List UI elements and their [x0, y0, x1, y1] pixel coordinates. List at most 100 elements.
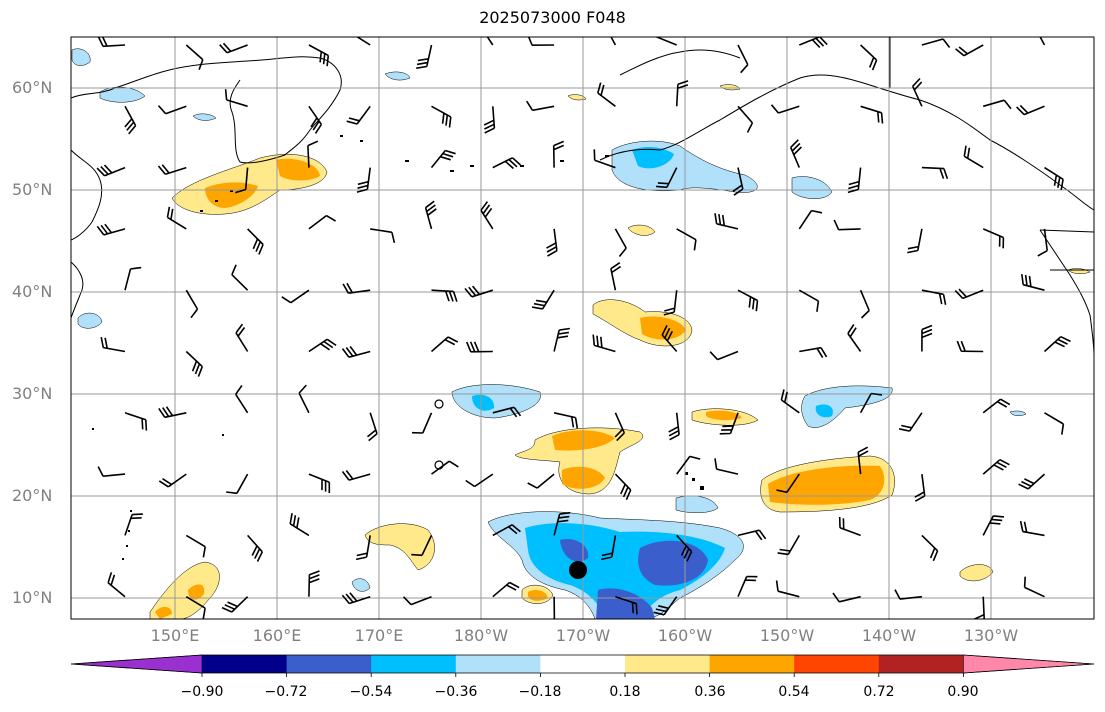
lat-label: 50°N [12, 180, 53, 199]
wind-barb [982, 515, 1005, 536]
wind-barb [832, 592, 861, 603]
colorbar-segment [455, 655, 541, 673]
wind-barb [341, 346, 371, 358]
wind-barb [1016, 104, 1045, 116]
wind-barb [281, 289, 310, 304]
wind-barb [480, 201, 494, 230]
wind-barb [614, 412, 626, 442]
wind-barb [342, 282, 371, 294]
wind-barb [235, 385, 249, 414]
wind-barb [527, 473, 555, 489]
wind-barb [798, 209, 823, 230]
wind-barb [411, 535, 433, 557]
lon-label: 150°W [759, 626, 815, 645]
wind-barb [921, 324, 933, 352]
wind-barb [308, 214, 337, 230]
wind-barb [403, 595, 432, 606]
wind-barb [963, 145, 984, 169]
wind-barb [97, 37, 126, 48]
wind-barb [492, 406, 522, 418]
wind-barb [982, 99, 1012, 110]
islands [92, 135, 704, 560]
wind-barb [107, 572, 126, 598]
wind-barb [780, 389, 800, 414]
wind-barb [833, 219, 861, 231]
map-frame [70, 36, 1095, 620]
wind-barb [737, 529, 767, 541]
wind-barb [593, 149, 616, 169]
wind-barb [860, 105, 884, 124]
coastlines [71, 37, 1094, 356]
wind-barb [552, 140, 565, 168]
wind-barb [96, 164, 126, 177]
wind-barb [676, 455, 701, 475]
wind-barb [1018, 473, 1046, 490]
lat-label: 60°N [12, 78, 53, 97]
wind-barb [859, 289, 870, 319]
wind-barb [235, 323, 249, 352]
wind-barb [158, 473, 187, 488]
wind-barbs [96, 37, 1071, 619]
lat-label: 30°N [12, 384, 53, 403]
wind-barb [907, 228, 923, 254]
lon-label: 150°E [150, 626, 200, 645]
wind-barb [592, 334, 616, 353]
lat-label: 40°N [12, 282, 53, 301]
wind-barb [185, 289, 199, 319]
wind-barb [1043, 335, 1071, 353]
wind-barb [982, 398, 1011, 414]
wind-barb [308, 473, 331, 493]
wind-barb [776, 473, 800, 494]
wind-barb [653, 596, 678, 616]
lon-label: 140°W [861, 626, 917, 645]
wind-barb [798, 289, 820, 312]
wind-barb [185, 44, 204, 70]
wind-barb [527, 37, 555, 46]
wind-barb [737, 289, 759, 312]
wind-barb [775, 580, 800, 598]
wind-barb [777, 534, 800, 556]
wind-barb [675, 80, 689, 107]
wind-barb [714, 213, 739, 230]
colorbar-segment [794, 655, 880, 673]
wind-barb [982, 228, 1005, 249]
wind-barb [185, 350, 204, 377]
wind-barb [465, 473, 494, 488]
wind-barb [231, 264, 249, 291]
wind-barb [973, 596, 985, 619]
wind-barb [157, 164, 187, 176]
wind-barb [247, 228, 264, 255]
wind-barb [431, 289, 458, 302]
wind-barb [799, 346, 828, 359]
wind-barb [464, 285, 494, 298]
wind-barb [124, 412, 148, 431]
wind-barb [610, 37, 617, 46]
wind-barb [1019, 520, 1045, 537]
wind-barb [483, 106, 496, 134]
wind-barb [921, 166, 949, 179]
wind-barb [553, 511, 571, 536]
wind-barb [157, 105, 187, 115]
wind-barb [656, 167, 678, 189]
wind-barb [235, 167, 249, 194]
wind-barb [898, 412, 923, 432]
wind-barb [921, 534, 939, 562]
wind-barb [124, 105, 137, 135]
wind-barb [366, 412, 378, 442]
wind-barb [221, 596, 249, 613]
wind-barb [954, 288, 984, 300]
wind-barb [1021, 273, 1045, 291]
wind-barb [615, 595, 638, 615]
colorbar-tick-label: −0.36 [434, 684, 478, 700]
wind-barb [355, 37, 371, 46]
wind-barb [370, 228, 396, 243]
colorbar-segment [371, 655, 457, 673]
colorbar-extend-min [70, 654, 203, 674]
wind-barb [921, 289, 947, 305]
lon-label: 130°W [963, 626, 1019, 645]
wind-barb [308, 338, 337, 353]
wind-barb [663, 290, 678, 316]
colorbar-segment [625, 655, 711, 673]
wind-barb [551, 596, 556, 619]
wind-barb [847, 324, 862, 352]
